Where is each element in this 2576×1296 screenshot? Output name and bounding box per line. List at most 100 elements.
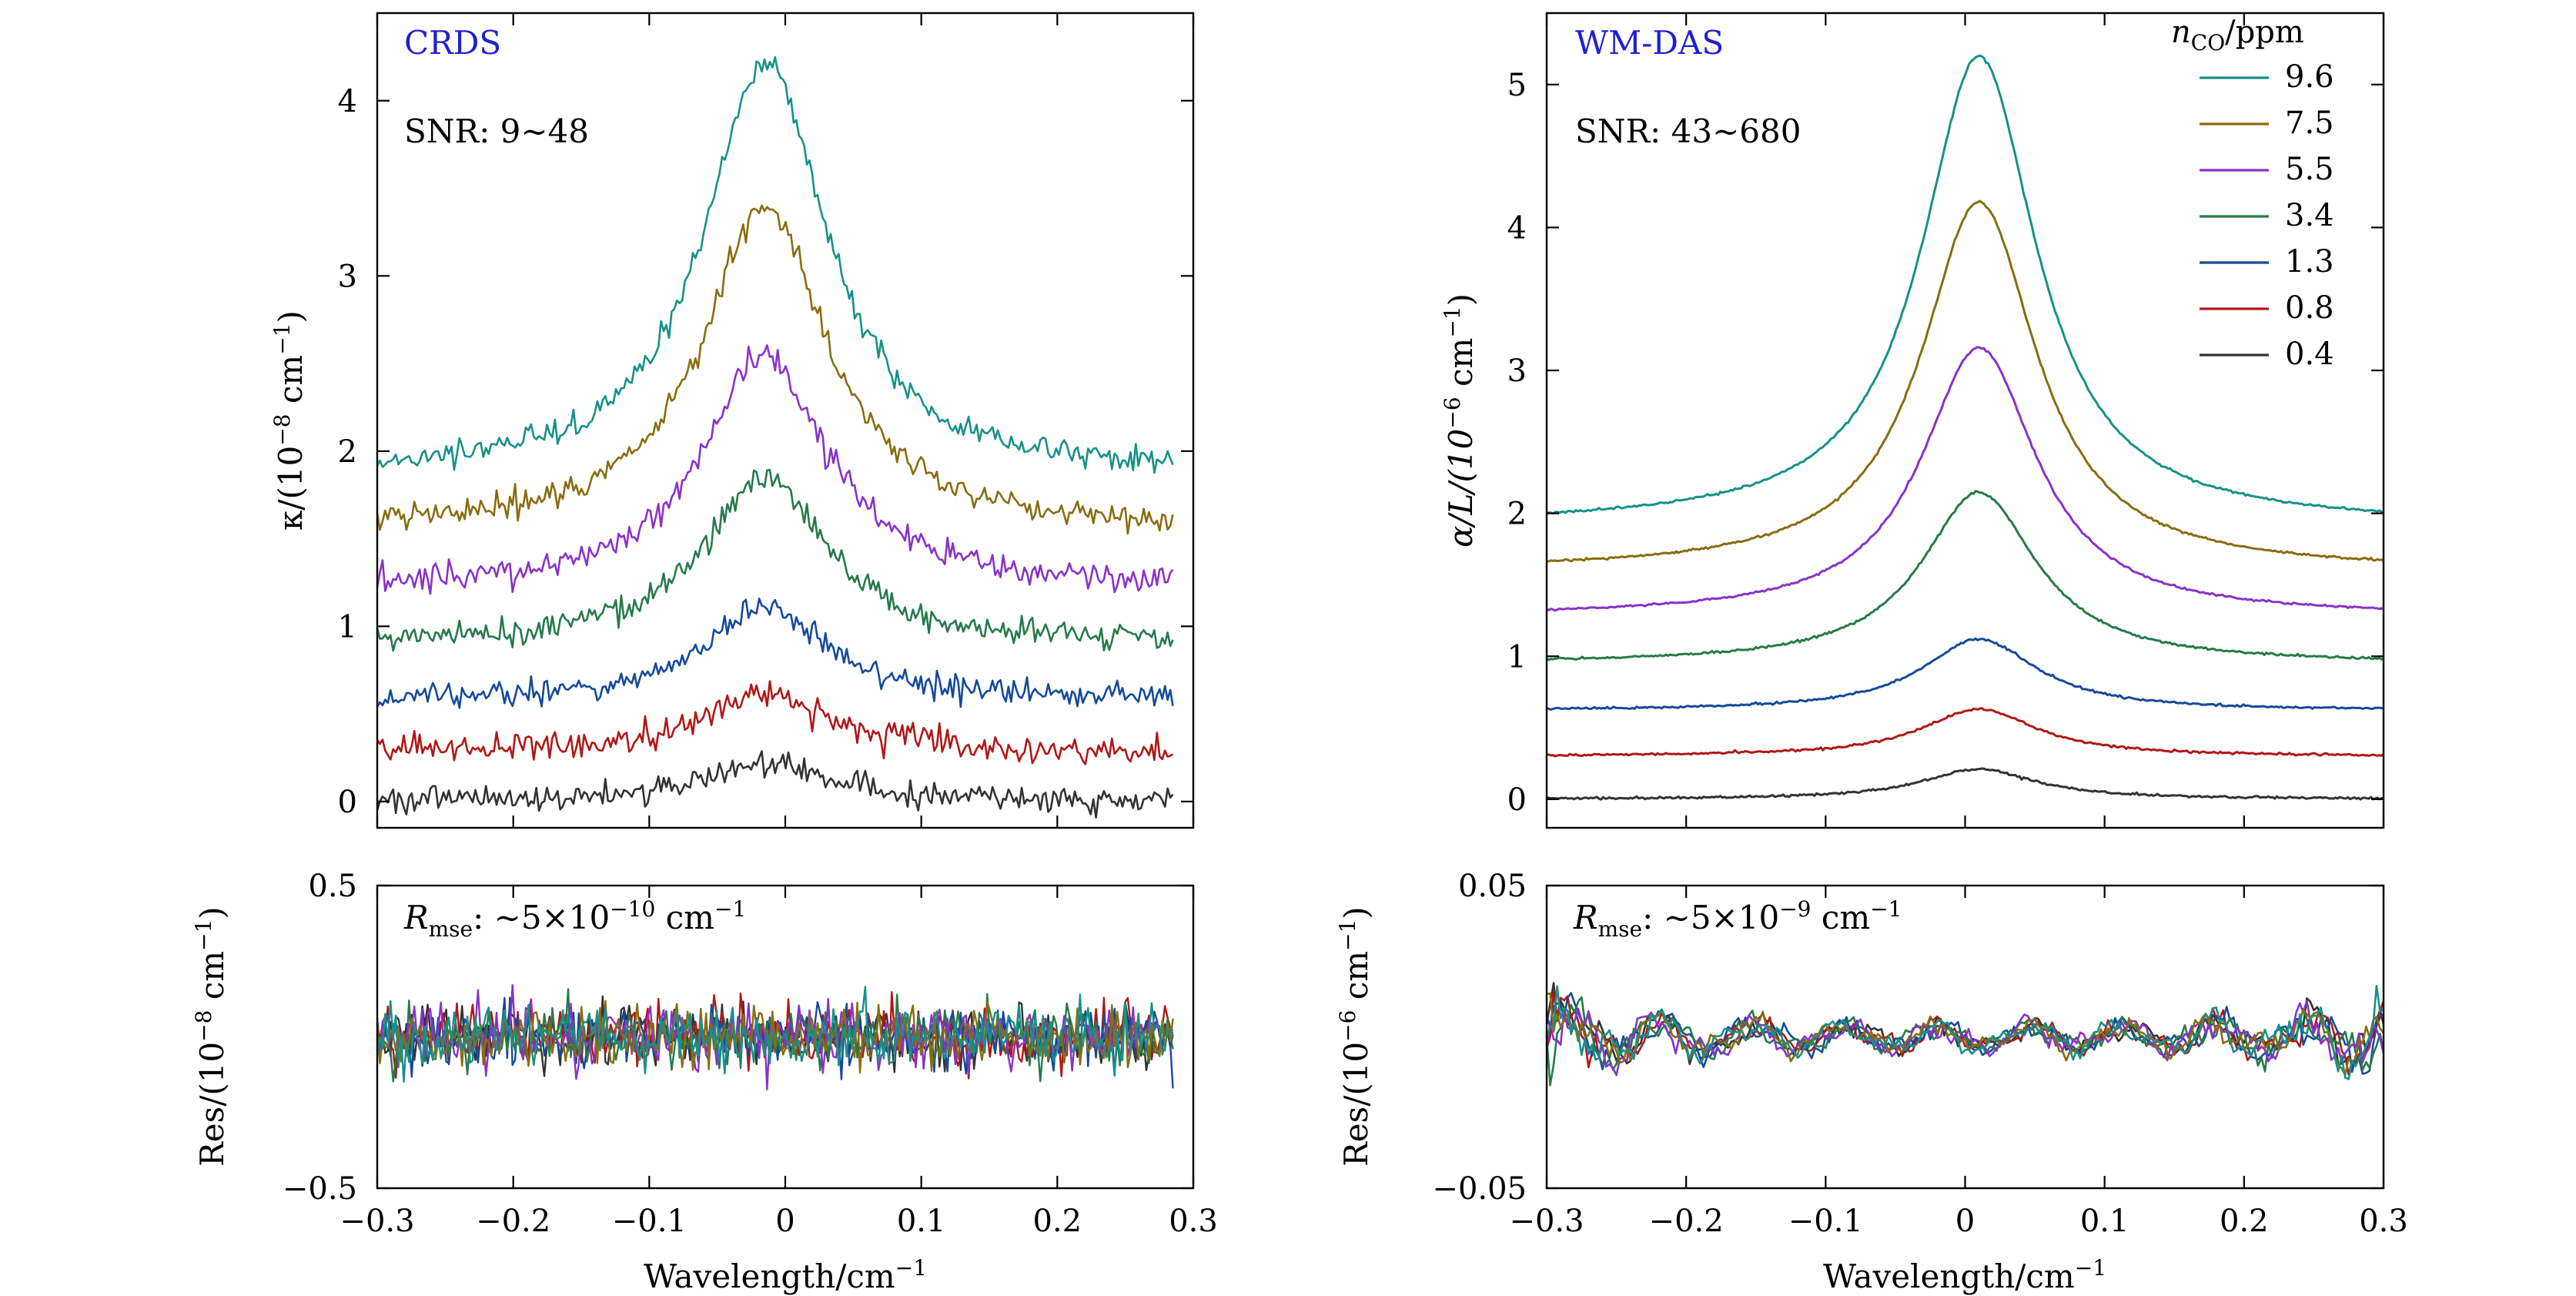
legend-label-2: 5.5	[2285, 152, 2334, 187]
wmdas-series-line-1	[1546, 199, 2384, 563]
crds-rmse-unit-exp: −1	[714, 896, 746, 922]
panel-crds-residual: −0.5 0.5 −0.3 −0.2 −0.1 0 0.1 0.2 0.3 Rmse: ∼5×…	[191, 869, 1218, 1295]
wmdas-res-line-6	[1545, 985, 2384, 1080]
legend-label-1: 7.5	[2285, 105, 2334, 141]
wmdas-res-ylabel-tail-exp: −1	[1335, 919, 1360, 951]
wmdas-series-line-0	[1546, 54, 2384, 515]
wmdas-res-ytick-label-0: −0.05	[1432, 1171, 1527, 1207]
crds-ytick-label-1: 1	[338, 609, 357, 645]
crds-series-line-2	[376, 598, 1174, 709]
legend-label-0: 9.6	[2285, 59, 2334, 95]
crds-xlabel-main: Wavelength/cm	[644, 1257, 895, 1295]
crds-res-xtick-label-5: 0.2	[1033, 1204, 1082, 1239]
wmdas-rmse-exp: −9	[1779, 896, 1811, 922]
wmdas-res-y-ticks: −0.05 0.05	[1432, 869, 2384, 1207]
wmdas-res-xtick-label-2: −0.1	[1788, 1204, 1863, 1239]
wmdas-series-line-2	[1546, 346, 2384, 612]
crds-x-axis-label: Wavelength/cm−1	[644, 1255, 927, 1295]
crds-ylabel-tail-exp: −1	[269, 323, 295, 354]
crds-series-line-1	[376, 680, 1174, 765]
crds-res-ylabel-close: )	[193, 906, 231, 919]
crds-res-ytick-label-0: −0.5	[283, 1171, 357, 1207]
crds-ytick-label-2: 2	[338, 434, 357, 470]
crds-series-line-4	[376, 344, 1174, 595]
crds-rmse-exp: −10	[610, 896, 655, 922]
wmdas-ylabel-exp: −6	[1440, 397, 1465, 428]
crds-rmse-tail: : ∼5×10	[473, 899, 610, 936]
crds-res-ylabel-main: Res/(10	[193, 1042, 231, 1167]
crds-y-axis-label: κ/(10−8 cm−1)	[269, 310, 309, 531]
crds-res-line-6	[376, 986, 1174, 1083]
wmdas-rmse-unit-exp: −1	[1870, 896, 1902, 922]
wmdas-res-y-axis-label: Res/(10−6 cm−1)	[1335, 906, 1375, 1167]
wmdas-panel-title: WM-DAS	[1575, 24, 1724, 62]
crds-res-xtick-label-2: −0.1	[612, 1204, 687, 1239]
legend-label-6: 0.4	[2285, 337, 2334, 372]
legend-label-3: 3.4	[2285, 198, 2334, 233]
legend-title-tail: /ppm	[2225, 15, 2304, 50]
wmdas-xlabel-exp: −1	[2075, 1255, 2106, 1281]
crds-ytick-label-0: 0	[338, 785, 357, 820]
crds-res-xtick-label-3: 0	[775, 1204, 795, 1239]
crds-panel-title: CRDS	[404, 24, 501, 62]
wmdas-res-ytick-label-1: 0.05	[1458, 869, 1527, 904]
crds-ylabel-tail: cm	[272, 355, 309, 414]
wmdas-res-xtick-label-6: 0.3	[2359, 1204, 2408, 1239]
wmdas-residual-series-group	[1545, 982, 2385, 1087]
wmdas-series-group	[1546, 54, 2384, 801]
crds-rmse-sub: mse	[429, 916, 473, 942]
crds-res-y-ticks: −0.5 0.5	[283, 869, 1193, 1207]
wmdas-res-xtick-label-3: 0	[1955, 1204, 1975, 1239]
wmdas-x-axis-label: Wavelength/cm−1	[1823, 1255, 2106, 1295]
wmdas-series-line-3	[1546, 490, 2384, 661]
crds-res-ylabel-exp: −8	[191, 1010, 216, 1042]
legend-label-4: 1.3	[2285, 244, 2334, 280]
wmdas-ytick-label-5: 5	[1507, 68, 1527, 103]
wmdas-series-line-6	[1546, 767, 2384, 801]
wmdas-series-line-5	[1546, 707, 2384, 758]
wmdas-y-ticks: 0 1 2 3 4 5	[1507, 68, 2384, 818]
panel-crds-main: 0 1 2 3 4 CRDS SNR: 9∼48 κ/(10−8 cm−1)	[269, 12, 1195, 829]
crds-rmse-r: R	[403, 899, 429, 936]
wmdas-snr-annotation: SNR: 43∼680	[1575, 112, 1801, 150]
wmdas-rmse-tail: : ∼5×10	[1642, 899, 1779, 936]
wmdas-rmse-unit: cm	[1811, 899, 1870, 936]
crds-res-xtick-label-4: 0.1	[897, 1204, 946, 1239]
wmdas-y-axis-label: α/L/(10−6 cm−1)	[1440, 293, 1480, 548]
crds-x-ticks	[376, 13, 1195, 828]
legend-label-5: 0.8	[2285, 290, 2334, 326]
crds-ytick-label-3: 3	[338, 259, 357, 294]
legend-title: nCO/ppm	[2171, 15, 2304, 55]
crds-ytick-label-4: 4	[338, 84, 357, 119]
wmdas-series-line-4	[1546, 637, 2384, 711]
crds-res-x-ticks: −0.3 −0.2 −0.1 0 0.1 0.2 0.3	[340, 886, 1218, 1239]
crds-xlabel-exp: −1	[895, 1255, 927, 1281]
crds-ylabel-main: κ/(10	[272, 446, 309, 531]
crds-series-line-0	[376, 750, 1174, 819]
wmdas-res-line-3	[1545, 996, 2385, 1087]
panel-wmdas-residual: −0.05 0.05 −0.3 −0.2 −0.1 0 0.1 0.2 0.3 Rmse: ∼…	[1335, 869, 2408, 1295]
wmdas-xlabel-main: Wavelength/cm	[1823, 1257, 2075, 1295]
legend-title-n: n	[2171, 15, 2191, 50]
crds-snr-annotation: SNR: 9∼48	[404, 112, 589, 150]
crds-series-line-5	[376, 204, 1174, 535]
crds-series-line-3	[376, 468, 1174, 652]
wmdas-rmse-r: R	[1573, 899, 1598, 936]
crds-series-group	[376, 56, 1174, 819]
wmdas-ylabel-close: )	[1442, 293, 1480, 306]
crds-res-y-axis-label: Res/(10−8 cm−1)	[191, 906, 231, 1167]
crds-res-ylabel-tail: cm	[193, 951, 231, 1010]
crds-residual-series-group	[376, 984, 1174, 1090]
crds-res-ylabel-tail-exp: −1	[191, 919, 216, 951]
crds-res-xtick-label-0: −0.3	[340, 1204, 414, 1239]
wmdas-rmse-sub: mse	[1598, 916, 1643, 942]
wmdas-res-xtick-label-0: −0.3	[1509, 1204, 1584, 1239]
wmdas-res-xtick-label-5: 0.2	[2220, 1204, 2269, 1239]
crds-ylabel-exp: −8	[269, 414, 295, 445]
wmdas-ylabel-main: α/L/(10	[1442, 429, 1480, 548]
wmdas-x-ticks	[1545, 13, 2385, 828]
crds-res-ytick-label-1: 0.5	[308, 869, 357, 904]
crds-y-ticks: 0 1 2 3 4	[338, 84, 1193, 820]
crds-ylabel-close: )	[272, 310, 309, 323]
